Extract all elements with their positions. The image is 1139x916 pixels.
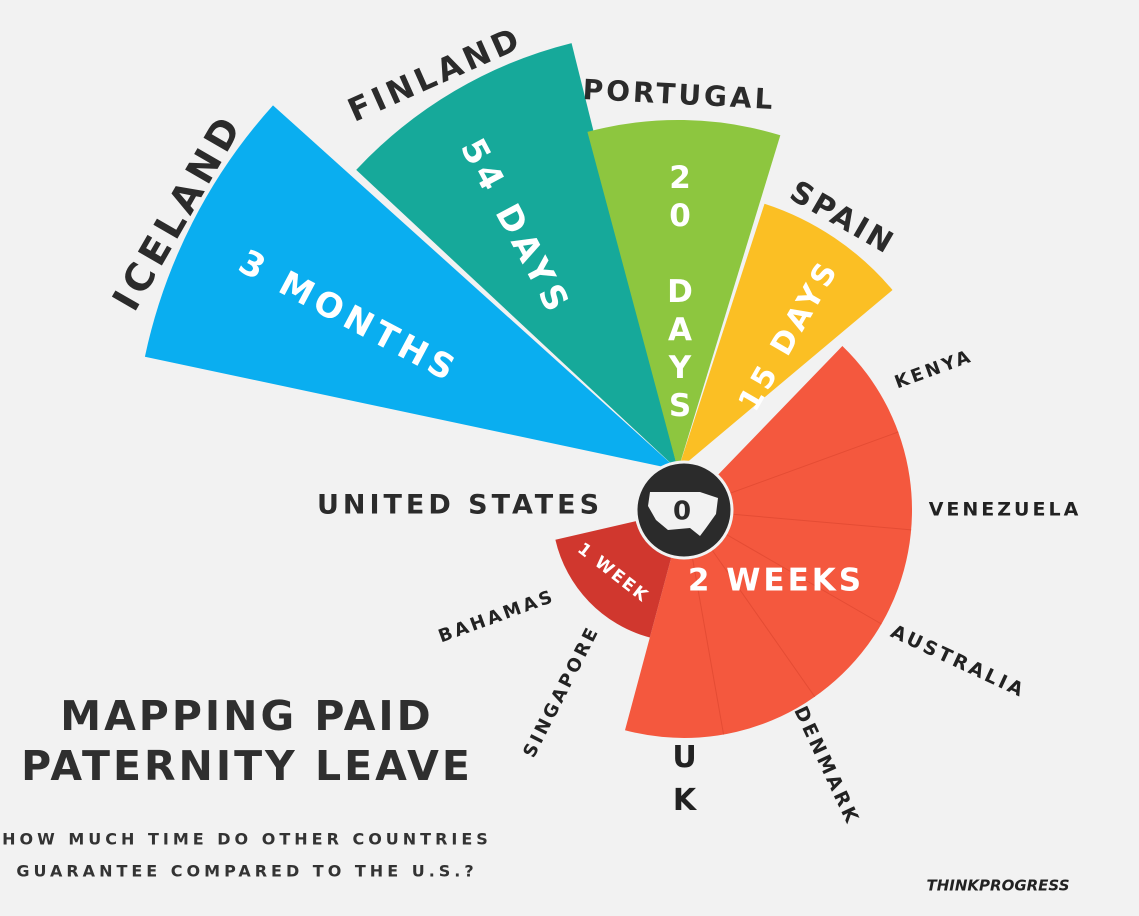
- segment-label: 2 WEEKS: [688, 563, 864, 599]
- country-label: SINGAPORE: [519, 622, 604, 761]
- subtitle: HOW MUCH TIME DO OTHER COUNTRIES: [2, 830, 492, 849]
- title: MAPPING PAID: [60, 692, 433, 740]
- country-label: AUSTRALIA: [887, 621, 1029, 703]
- segment-wedge: [144, 105, 679, 470]
- country-label: UNITED STATES: [317, 490, 603, 521]
- title: PATERNITY LEAVE: [21, 742, 473, 790]
- credit: THINKPROGRESS: [926, 877, 1069, 895]
- segment-wedge: [587, 120, 781, 470]
- country-label: VENEZUELA: [929, 499, 1082, 521]
- country-label: PORTUGAL: [582, 73, 776, 116]
- segment-wedge: [678, 203, 893, 471]
- segment-label: 20 DAYS: [662, 160, 698, 426]
- country-label: UK: [667, 740, 702, 826]
- country-label: KENYA: [892, 346, 976, 394]
- country-label: BAHAMAS: [436, 586, 558, 648]
- center-label: 0: [673, 497, 691, 527]
- subtitle: GUARANTEE COMPARED TO THE U.S.?: [16, 862, 477, 881]
- segment-wedge: [624, 345, 912, 738]
- country-label: DENMARK: [789, 703, 863, 829]
- us-map-icon: [648, 492, 718, 536]
